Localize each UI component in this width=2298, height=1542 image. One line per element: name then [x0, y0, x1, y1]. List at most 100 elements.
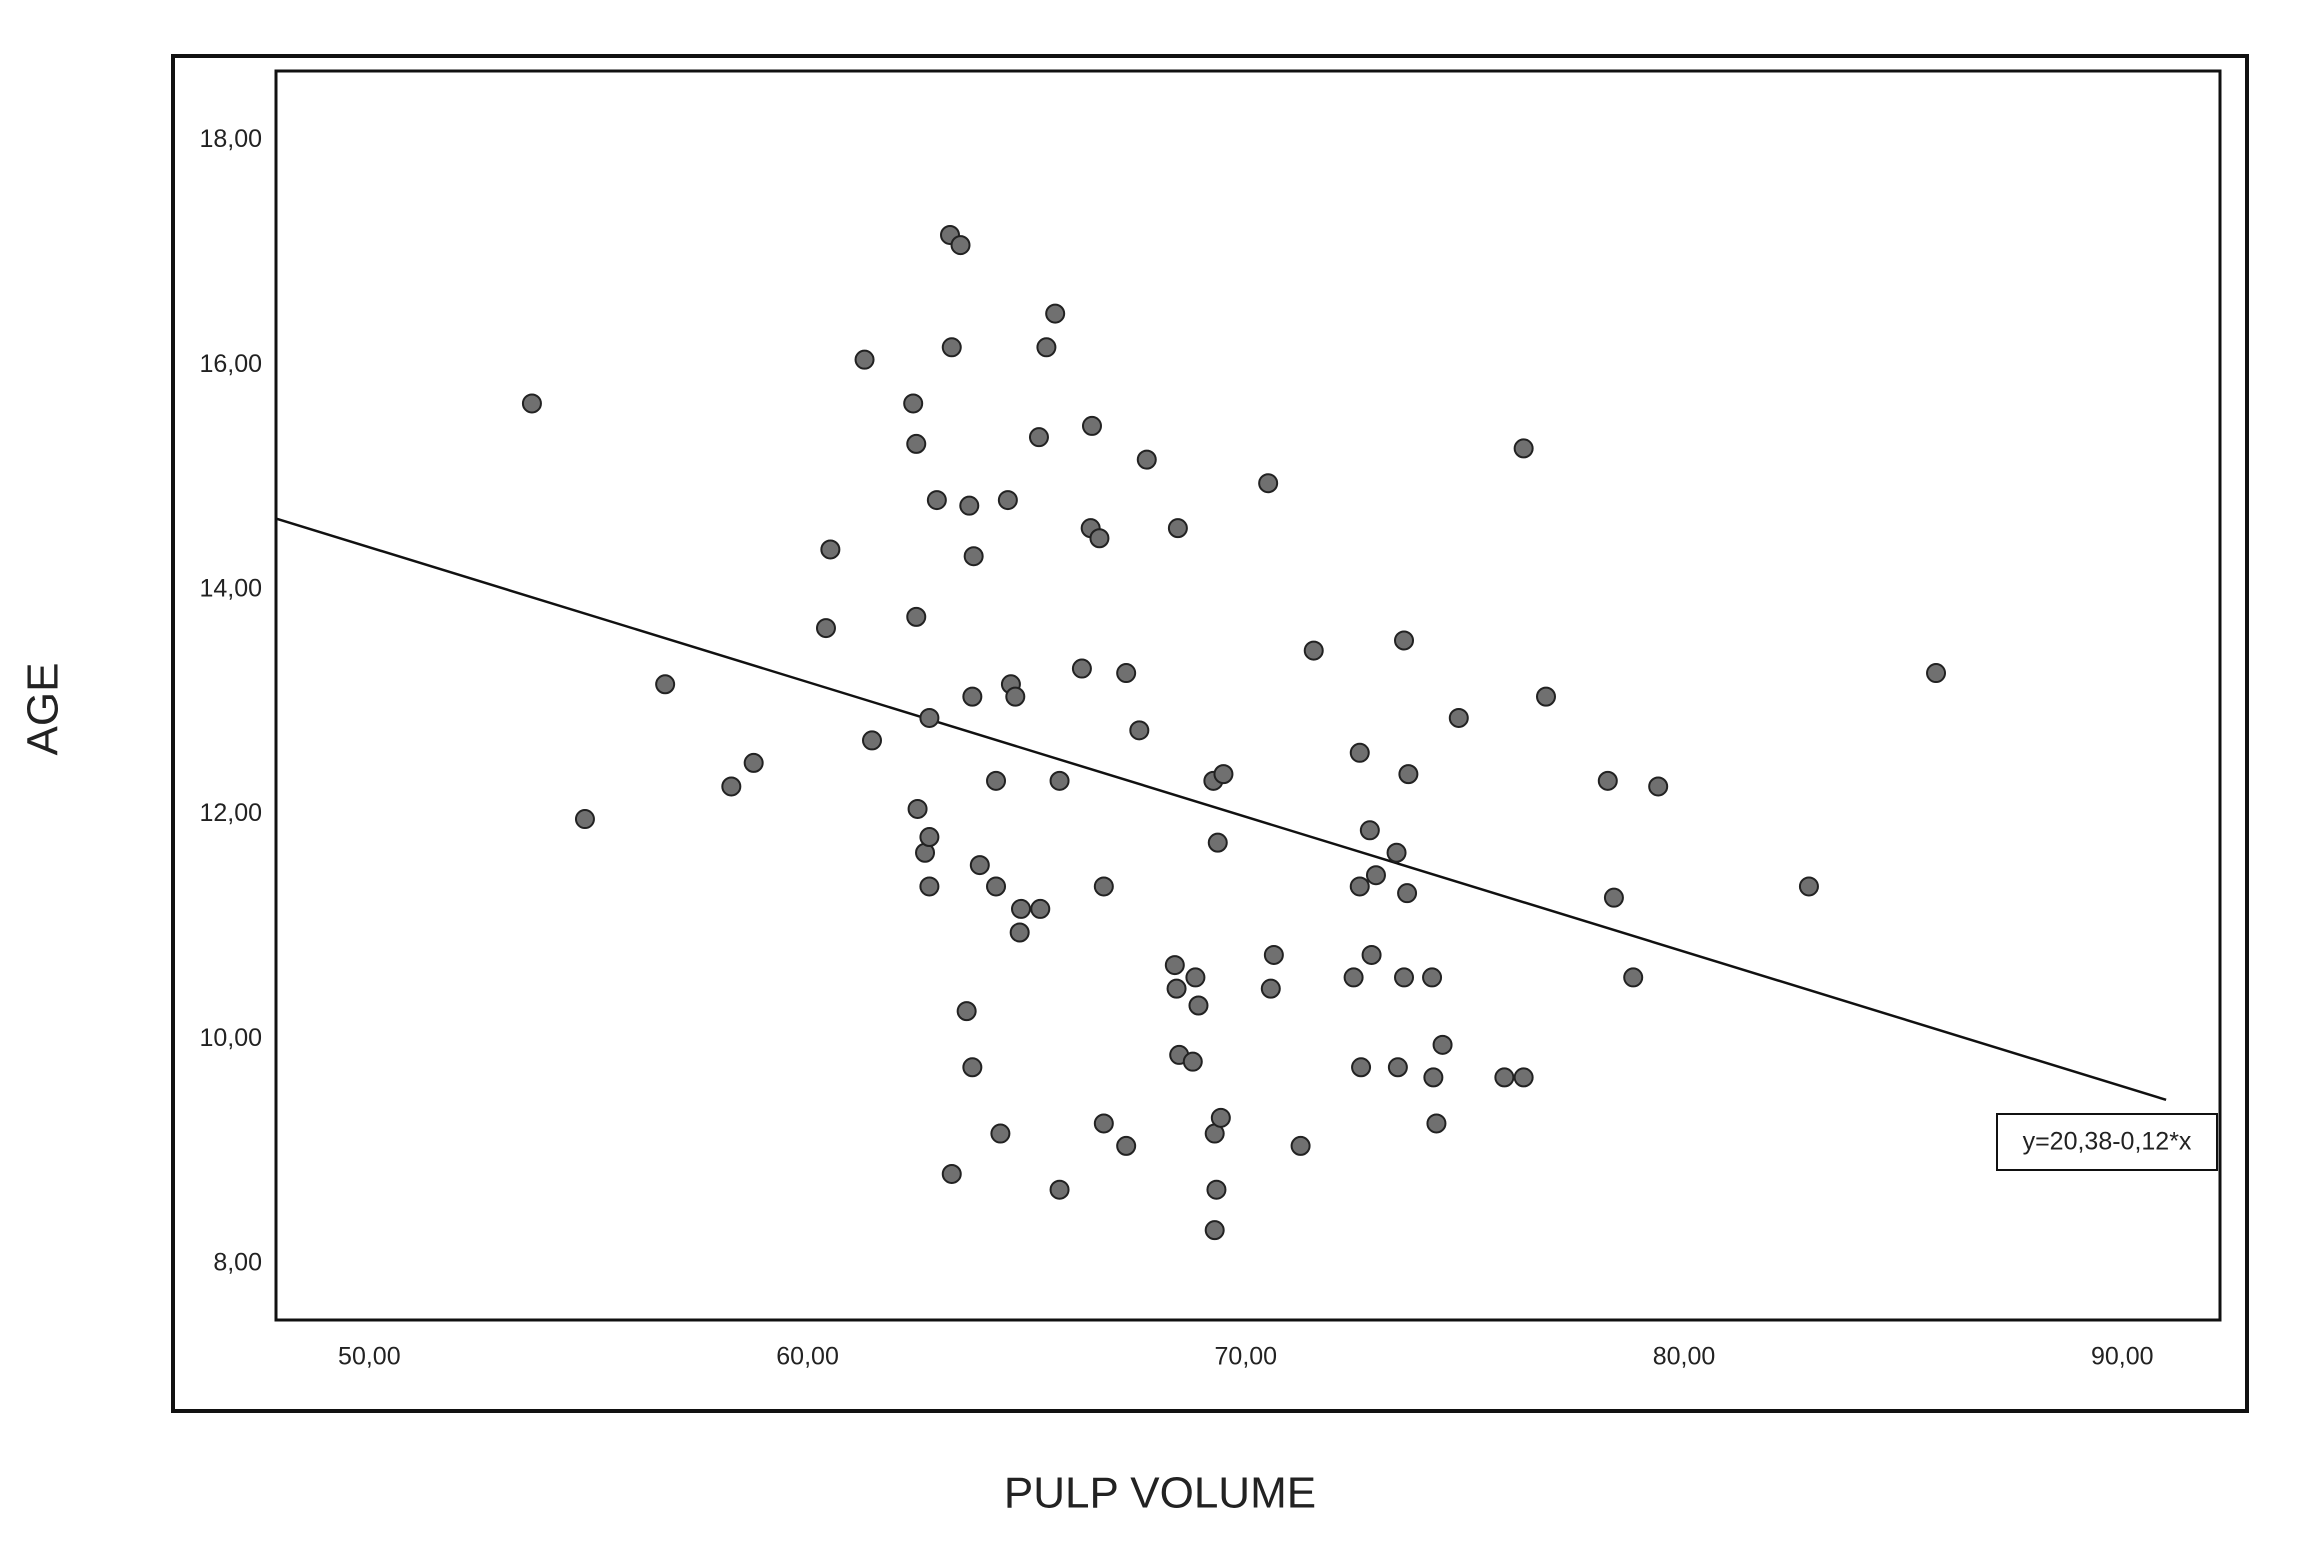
point — [1049, 1179, 1070, 1200]
point — [1432, 1034, 1453, 1055]
point — [1204, 1220, 1225, 1241]
point — [919, 827, 940, 848]
point — [1136, 449, 1157, 470]
point — [990, 1123, 1011, 1144]
point — [919, 876, 940, 897]
y-tick-label: 16,00 — [199, 350, 262, 378]
x-tick-label: 50,00 — [338, 1343, 401, 1371]
point — [997, 490, 1018, 511]
point — [1005, 686, 1026, 707]
point — [1359, 820, 1380, 841]
point — [1116, 1135, 1137, 1156]
point — [1398, 764, 1419, 785]
point — [1535, 686, 1556, 707]
x-tick-label: 70,00 — [1215, 1343, 1278, 1371]
point — [959, 495, 980, 516]
point — [1343, 967, 1364, 988]
y-tick-label: 8,00 — [213, 1248, 262, 1276]
point — [1129, 720, 1150, 741]
point — [655, 674, 676, 695]
point — [1263, 944, 1284, 965]
point — [907, 798, 928, 819]
point — [906, 433, 927, 454]
point — [956, 1001, 977, 1022]
point — [1210, 1107, 1231, 1128]
point — [1290, 1135, 1311, 1156]
point — [574, 809, 595, 830]
point — [1387, 1057, 1408, 1078]
point — [1597, 770, 1618, 791]
point — [1397, 883, 1418, 904]
point — [1394, 967, 1415, 988]
fit-label: y=20,38-0,12*x — [2023, 1128, 2192, 1156]
point — [926, 490, 947, 511]
outer-frame — [171, 54, 2249, 1413]
point — [962, 686, 983, 707]
point — [1513, 1067, 1534, 1088]
point — [721, 776, 742, 797]
point — [1166, 978, 1187, 999]
point — [1213, 764, 1234, 785]
point — [1798, 876, 1819, 897]
point — [950, 235, 971, 256]
point — [861, 730, 882, 751]
x-tick-label: 80,00 — [1653, 1343, 1716, 1371]
point — [521, 393, 542, 414]
point — [1182, 1051, 1203, 1072]
point — [1926, 663, 1947, 684]
x-axis-title: PULP VOLUME — [1004, 1469, 1316, 1518]
plot-frame — [274, 69, 2222, 1322]
point — [941, 337, 962, 358]
point — [1071, 658, 1092, 679]
point — [1303, 640, 1324, 661]
point — [1116, 663, 1137, 684]
point — [1448, 707, 1469, 728]
point — [1089, 528, 1110, 549]
point — [1258, 473, 1279, 494]
point — [969, 855, 990, 876]
point — [1093, 1113, 1114, 1134]
point — [743, 752, 764, 773]
point — [962, 1057, 983, 1078]
point — [1188, 995, 1209, 1016]
point — [1394, 630, 1415, 651]
point — [815, 618, 836, 639]
point — [1009, 922, 1030, 943]
point — [1164, 955, 1185, 976]
point — [1349, 742, 1370, 763]
point — [1207, 832, 1228, 853]
point — [1365, 865, 1386, 886]
point — [1045, 303, 1066, 324]
point — [903, 393, 924, 414]
y-tick-label: 10,00 — [199, 1024, 262, 1052]
point — [1361, 944, 1382, 965]
point — [1036, 337, 1057, 358]
point — [1648, 776, 1669, 797]
fit-line — [275, 517, 2167, 1102]
point — [1185, 967, 1206, 988]
point — [1422, 967, 1443, 988]
point — [1386, 842, 1407, 863]
y-tick-label: 18,00 — [199, 125, 262, 153]
point — [1603, 887, 1624, 908]
point — [986, 876, 1007, 897]
point — [854, 349, 875, 370]
point — [1028, 427, 1049, 448]
point — [1426, 1113, 1447, 1134]
x-tick-label: 60,00 — [776, 1343, 839, 1371]
fit-label-box — [1996, 1113, 2218, 1171]
point — [1093, 876, 1114, 897]
point — [1351, 1057, 1372, 1078]
point — [919, 707, 940, 728]
point — [941, 1163, 962, 1184]
point — [1513, 438, 1534, 459]
point — [1030, 898, 1051, 919]
point — [1049, 770, 1070, 791]
point — [1167, 518, 1188, 539]
point — [1081, 415, 1102, 436]
y-tick-label: 12,00 — [199, 799, 262, 827]
point — [1260, 978, 1281, 999]
x-tick-label: 90,00 — [2091, 1343, 2154, 1371]
point — [963, 546, 984, 567]
